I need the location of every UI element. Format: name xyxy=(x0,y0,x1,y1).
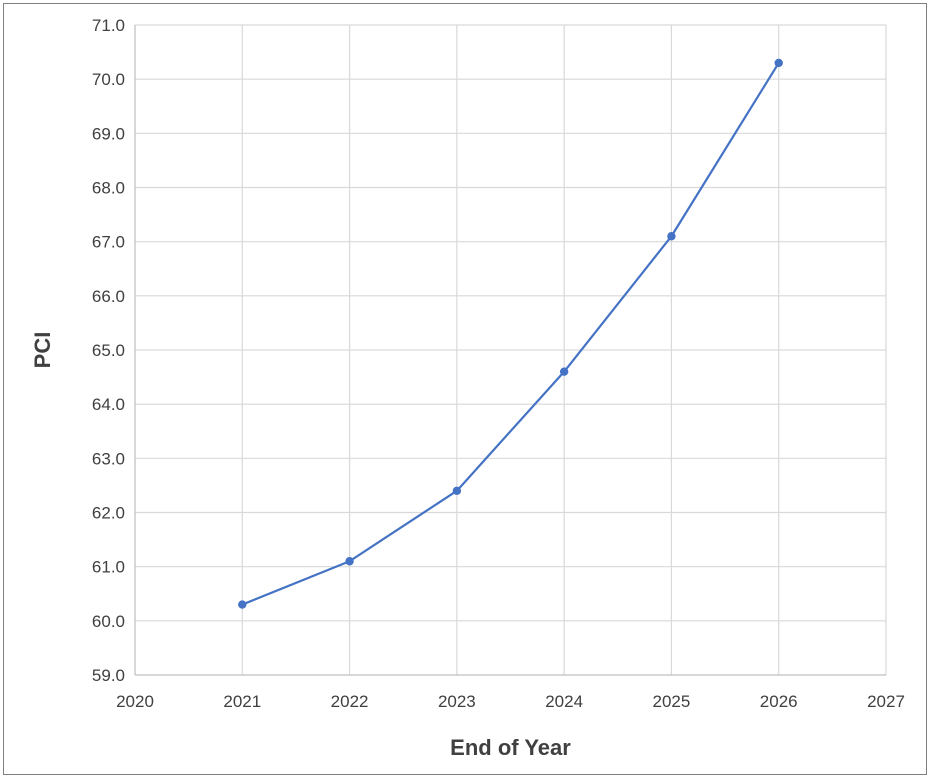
series xyxy=(238,58,783,609)
gridlines xyxy=(135,24,887,675)
x-tick-label: 2026 xyxy=(760,692,798,711)
y-tick-label: 60.0 xyxy=(92,612,125,631)
y-tick-label: 68.0 xyxy=(92,179,125,198)
data-point xyxy=(774,58,783,68)
y-tick-label: 59.0 xyxy=(92,666,125,685)
data-point xyxy=(452,486,462,496)
y-axis-title: PCI xyxy=(30,332,55,369)
y-tick-label: 61.0 xyxy=(92,558,125,577)
x-tick-label: 2023 xyxy=(438,692,476,711)
y-tick-label: 62.0 xyxy=(92,504,125,523)
chart-frame xyxy=(3,3,927,775)
x-tick-label: 2024 xyxy=(545,692,583,711)
y-tick-label: 65.0 xyxy=(92,341,125,360)
data-point xyxy=(238,600,247,609)
y-tick-label: 63.0 xyxy=(92,449,125,468)
y-tick-labels: 59.0 60.0 61.0 62.0 63.0 64.0 65.0 66.0 67.0 68.0… xyxy=(92,16,125,685)
x-tick-label: 2020 xyxy=(116,692,154,711)
x-tick-label: 2021 xyxy=(223,692,261,711)
y-tick-label: 67.0 xyxy=(92,233,125,252)
y-tick-label: 69.0 xyxy=(92,124,125,143)
axes xyxy=(134,25,886,676)
y-tick-label: 64.0 xyxy=(92,395,125,414)
x-tick-label: 2022 xyxy=(331,692,369,711)
y-tick-label: 70.0 xyxy=(92,70,125,89)
x-tick-label: 2027 xyxy=(867,692,905,711)
data-point xyxy=(345,557,354,566)
x-axis-title: End of Year xyxy=(450,735,571,760)
series-line xyxy=(241,62,780,606)
x-tick-label: 2025 xyxy=(653,692,691,711)
y-tick-label: 66.0 xyxy=(92,287,125,306)
data-point xyxy=(559,367,569,376)
x-tick-labels: 2020 2021 2022 2023 2024 2025 2026 2027 xyxy=(116,692,905,711)
data-point xyxy=(667,232,676,241)
y-tick-label: 71.0 xyxy=(92,16,125,35)
